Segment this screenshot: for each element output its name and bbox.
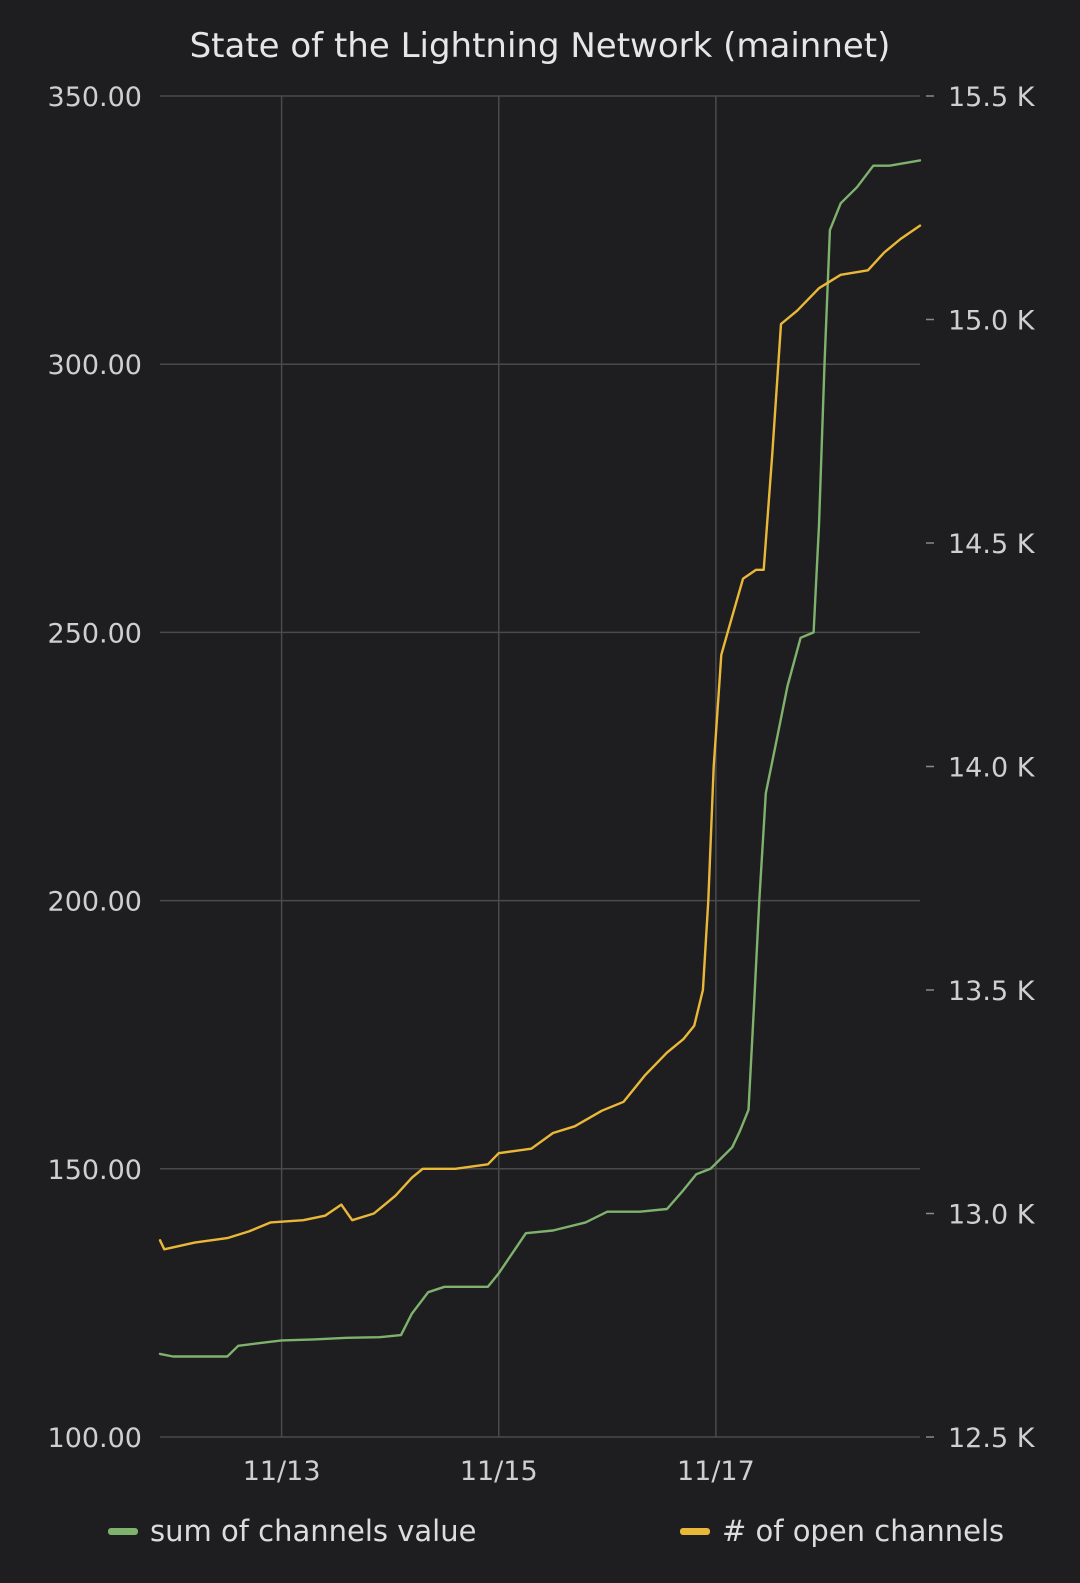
y-left-tick-label: 250.00: [48, 618, 142, 649]
legend-label: sum of channels value: [150, 1514, 476, 1548]
series-lines: [158, 159, 922, 1358]
x-tick-label: 11/15: [460, 1456, 538, 1487]
axis-ticks: 100.00 150.00 200.00 250.00 300.00 350.00 11/1…: [48, 82, 1036, 1487]
y-right-tick-label: 13.5 K: [948, 976, 1036, 1007]
series-line-open-channels: [158, 224, 922, 1251]
grid-lines: [160, 95, 920, 1438]
y-left-tick-label: 100.00: [48, 1423, 142, 1454]
y-left-tick-label: 150.00: [48, 1155, 142, 1186]
legend-swatch: [108, 1528, 138, 1535]
y-right-tick-label: 15.0 K: [948, 306, 1036, 337]
y-left-tick-label: 300.00: [48, 350, 142, 381]
y-right-tick-label: 14.5 K: [948, 529, 1036, 560]
y-right-tick-label: 15.5 K: [948, 82, 1036, 113]
chart-title: State of the Lightning Network (mainnet): [190, 26, 891, 66]
legend-item[interactable]: # of open channels: [680, 1514, 1004, 1548]
y-right-tick-label: 12.5 K: [948, 1423, 1036, 1454]
series-line-channels-value: [158, 159, 922, 1358]
y-right-tick-label: 14.0 K: [948, 753, 1036, 784]
x-tick-label: 11/17: [677, 1456, 755, 1487]
legend: sum of channels value # of open channels: [108, 1514, 1004, 1548]
legend-swatch: [680, 1528, 710, 1535]
y-right-tick-label: 13.0 K: [948, 1200, 1036, 1231]
y-left-tick-label: 200.00: [48, 887, 142, 918]
x-tick-label: 11/13: [243, 1456, 321, 1487]
legend-item[interactable]: sum of channels value: [108, 1514, 476, 1548]
legend-label: # of open channels: [722, 1514, 1004, 1548]
y-left-tick-label: 350.00: [48, 82, 142, 113]
